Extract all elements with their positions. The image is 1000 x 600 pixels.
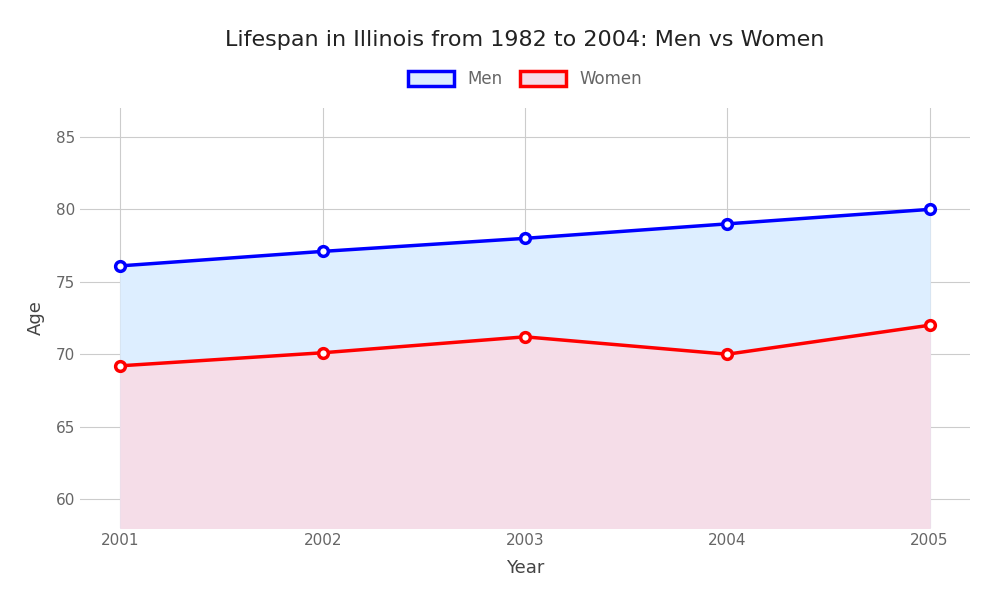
Legend: Men, Women: Men, Women	[399, 62, 651, 97]
Title: Lifespan in Illinois from 1982 to 2004: Men vs Women: Lifespan in Illinois from 1982 to 2004: …	[225, 29, 825, 49]
Y-axis label: Age: Age	[27, 301, 45, 335]
X-axis label: Year: Year	[506, 559, 544, 577]
